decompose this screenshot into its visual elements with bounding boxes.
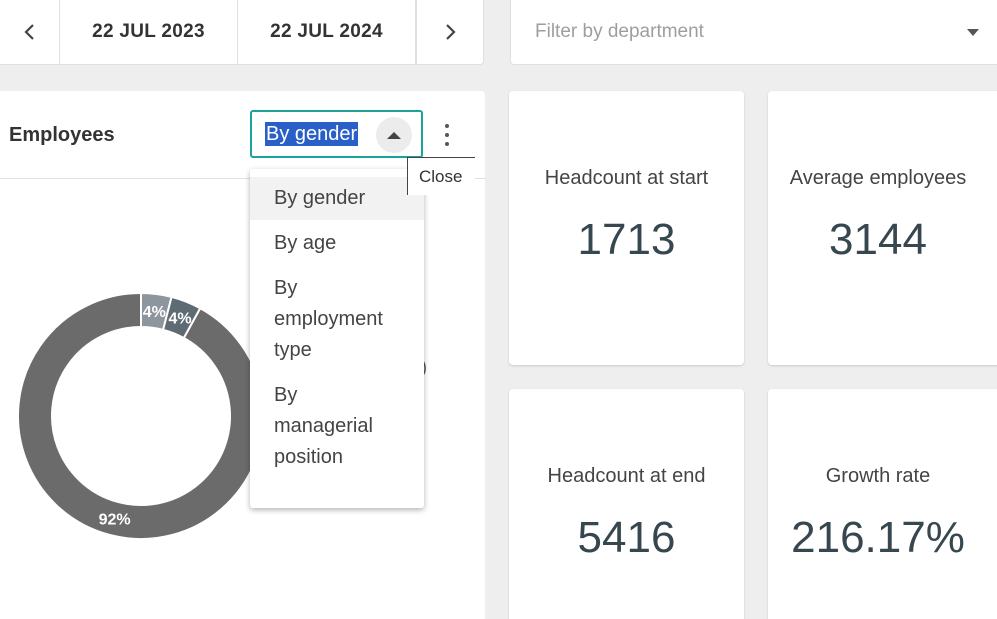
kpi-value: 3144: [829, 215, 927, 264]
legend-fragment: ): [421, 357, 427, 377]
kpi-label: Average employees: [789, 167, 967, 189]
start-date[interactable]: 22 JUL 2023: [60, 0, 238, 64]
next-period-button[interactable]: [416, 0, 483, 64]
caret-down-icon: [967, 28, 979, 36]
kpi-headcount-start: Headcount at start 1713: [509, 91, 744, 365]
close-tooltip: Close: [407, 157, 475, 195]
kpi-value: 216.17%: [791, 513, 965, 562]
donut-slice-label: 4%: [168, 310, 191, 327]
department-filter[interactable]: Filter by department: [510, 0, 997, 65]
date-range-bar: 22 JUL 2023 22 JUL 2024: [0, 0, 484, 65]
breakdown-select-value: By gender: [265, 122, 359, 146]
end-date[interactable]: 22 JUL 2024: [238, 0, 416, 64]
breakdown-select[interactable]: By gender: [250, 110, 423, 158]
kpi-label: Growth rate: [825, 465, 931, 487]
previous-period-button[interactable]: [0, 0, 60, 64]
chevron-right-icon: [446, 24, 456, 40]
gender-donut-chart: 4% 4% 92%: [17, 292, 265, 540]
chevron-left-icon: [23, 24, 34, 40]
menu-item-by-managerial-position[interactable]: By managerial position: [274, 384, 373, 468]
breakdown-menu: By gender By age By employment type By m…: [250, 169, 424, 508]
menu-item-by-employment-type[interactable]: By employment type: [274, 277, 383, 361]
employees-title: Employees: [9, 124, 115, 146]
donut-slice[interactable]: [17, 292, 265, 540]
menu-item-by-age[interactable]: By age: [274, 232, 337, 254]
employees-card-header: Employees By gender: [0, 91, 485, 179]
donut-slice-label: 4%: [143, 304, 166, 321]
more-options-icon[interactable]: [440, 124, 454, 146]
kpi-value: 5416: [577, 513, 676, 562]
kpi-label: Headcount at end: [547, 465, 706, 487]
kpi-label: Headcount at start: [544, 167, 709, 189]
menu-item-by-gender[interactable]: By gender: [250, 177, 424, 220]
kpi-value: 1713: [577, 215, 676, 264]
donut-slice-label: 92%: [99, 512, 131, 529]
kpi-average-employees: Average employees 3144: [768, 91, 997, 365]
caret-up-icon: [387, 131, 401, 139]
kpi-growth-rate: Growth rate 216.17%: [768, 389, 997, 619]
kpi-headcount-end: Headcount at end 5416: [509, 389, 744, 619]
collapse-dropdown-button[interactable]: [376, 117, 412, 153]
department-filter-placeholder: Filter by department: [535, 21, 704, 42]
